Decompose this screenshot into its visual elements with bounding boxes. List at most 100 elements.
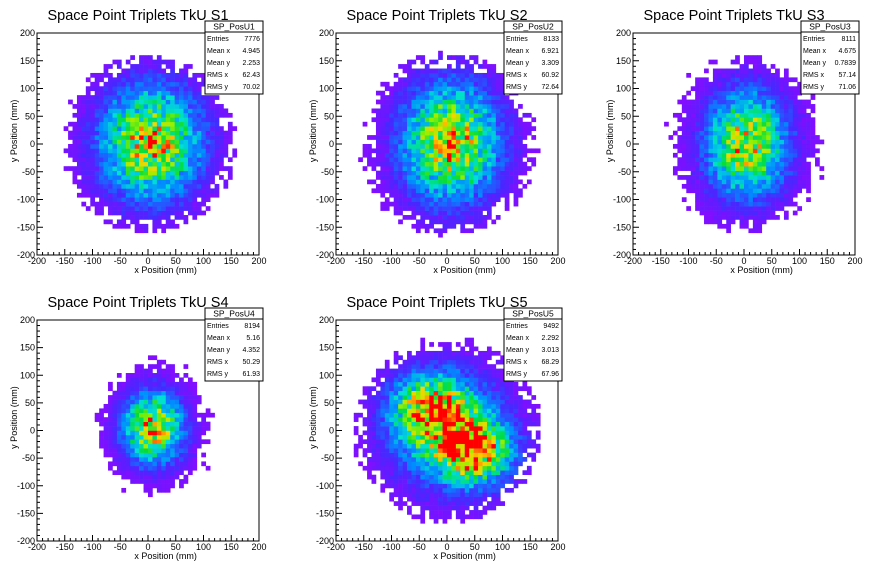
- histogram-bin: [712, 188, 718, 194]
- histogram-bin: [801, 112, 807, 118]
- histogram-bin: [708, 197, 714, 203]
- histogram-bin: [522, 183, 528, 189]
- histogram-bin: [223, 112, 229, 118]
- histogram-bin: [442, 426, 448, 431]
- histogram-bin: [686, 152, 692, 158]
- histogram-bin: [219, 157, 224, 163]
- histogram-bin: [393, 448, 399, 453]
- histogram-bin: [424, 399, 430, 405]
- histogram-bin: [389, 108, 395, 114]
- histogram-bin: [72, 130, 78, 136]
- histogram-bin: [491, 77, 497, 83]
- histogram-bin: [518, 166, 523, 171]
- histogram-bin: [792, 139, 798, 145]
- histogram-bin: [407, 483, 412, 489]
- histogram-bin: [788, 148, 794, 154]
- histogram-bin: [183, 439, 189, 445]
- histogram-bin: [739, 188, 745, 194]
- histogram-bin: [455, 439, 461, 445]
- histogram-bin: [402, 77, 408, 83]
- histogram-bin: [99, 183, 104, 189]
- histogram-bin: [130, 179, 135, 185]
- histogram-bin: [518, 188, 523, 194]
- histogram-bin: [451, 505, 457, 511]
- histogram-bin: [779, 183, 785, 189]
- histogram-bin: [708, 170, 714, 176]
- histogram-bin: [170, 72, 175, 78]
- histogram-bin: [139, 470, 144, 475]
- histogram-bin: [179, 117, 184, 123]
- histogram-bin: [134, 157, 140, 163]
- histogram-bin: [170, 470, 175, 475]
- histogram-bin: [735, 170, 740, 176]
- histogram-bin: [433, 430, 439, 436]
- histogram-bin: [125, 183, 131, 189]
- histogram-bin: [143, 144, 149, 149]
- histogram-bin: [214, 95, 220, 100]
- histogram-bin: [72, 112, 78, 118]
- stats-box-name: SP_PosU1: [213, 22, 255, 32]
- histogram-bin: [486, 130, 492, 136]
- histogram-bin: [451, 219, 457, 225]
- histogram-bin: [125, 426, 131, 431]
- histogram-bin: [447, 350, 452, 356]
- histogram-bin: [464, 144, 470, 149]
- histogram-bin: [183, 426, 189, 431]
- histogram-bin: [192, 465, 198, 471]
- y-tick-label: -200: [316, 250, 334, 260]
- histogram-bin: [125, 448, 131, 453]
- histogram-bin: [201, 197, 207, 203]
- histogram-bin: [806, 179, 811, 185]
- histogram-bin: [424, 496, 430, 502]
- histogram-bin: [205, 170, 211, 176]
- histogram-bin: [518, 121, 523, 127]
- histogram-bin: [801, 161, 807, 167]
- x-tick-label: 0: [741, 256, 746, 266]
- histogram-bin: [99, 130, 104, 136]
- histogram-bin: [721, 188, 727, 194]
- histogram-bin: [420, 452, 426, 458]
- histogram-bin: [375, 175, 381, 180]
- histogram-bin: [783, 77, 789, 83]
- histogram-bin: [686, 117, 692, 123]
- histogram-bin: [721, 81, 727, 87]
- histogram-bin: [460, 434, 466, 440]
- histogram-bin: [170, 386, 175, 392]
- histogram-bin: [783, 68, 789, 74]
- histogram-bin: [730, 161, 736, 167]
- histogram-bin: [420, 112, 426, 118]
- histogram-bin: [757, 126, 763, 131]
- histogram-bin: [686, 104, 692, 109]
- histogram-bin: [99, 86, 104, 92]
- histogram-bin: [455, 59, 461, 65]
- histogram-bin: [179, 434, 184, 440]
- histogram-bin: [402, 381, 408, 387]
- histogram-bin: [402, 368, 408, 374]
- histogram-bin: [183, 434, 189, 440]
- histogram-bin: [415, 210, 421, 216]
- histogram-bin: [801, 121, 807, 127]
- histogram-bin: [491, 117, 497, 123]
- histogram-bin: [420, 206, 426, 211]
- histogram-bin: [398, 219, 403, 225]
- histogram-bin: [81, 121, 87, 127]
- histogram-bin: [469, 179, 474, 185]
- histogram-bin: [411, 86, 417, 92]
- histogram-bin: [766, 112, 771, 118]
- histogram-bin: [495, 117, 501, 123]
- histogram-bin: [699, 130, 705, 136]
- histogram-bin: [161, 395, 167, 400]
- histogram-bin: [187, 430, 193, 436]
- histogram-bin: [486, 144, 492, 149]
- histogram-bin: [455, 215, 461, 220]
- histogram-bin: [792, 108, 798, 114]
- histogram-bin: [775, 201, 780, 207]
- histogram-bin: [205, 183, 211, 189]
- histogram-bin: [411, 412, 417, 418]
- histogram-bin: [442, 359, 448, 365]
- histogram-bin: [455, 210, 461, 216]
- histogram-bin: [500, 188, 506, 194]
- histogram-bin: [358, 443, 363, 449]
- histogram-bin: [389, 179, 395, 185]
- histogram-bin: [192, 130, 198, 136]
